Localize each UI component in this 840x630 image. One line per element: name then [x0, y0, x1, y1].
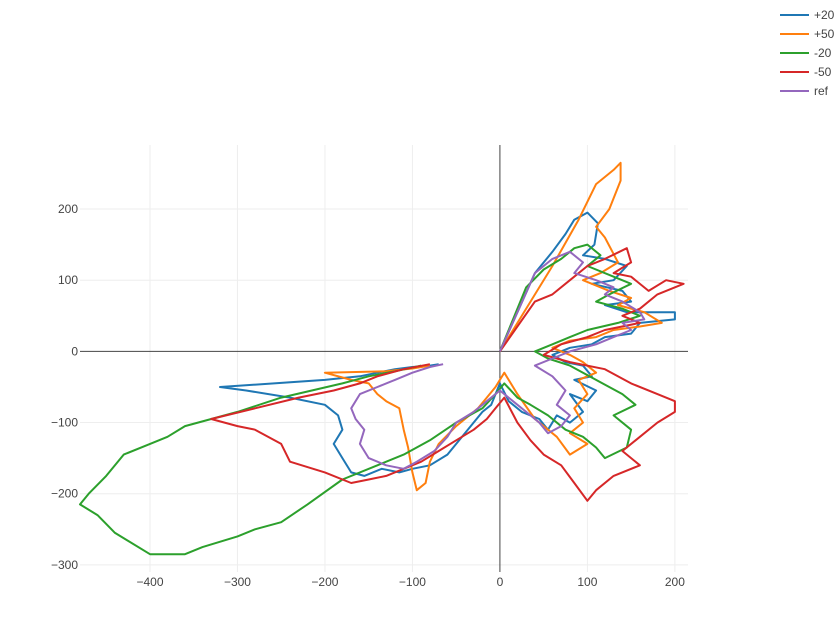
series-lines [79, 161, 685, 556]
x-tick-label: 200 [665, 575, 685, 589]
y-tick-label: 0 [71, 344, 78, 358]
legend-item[interactable]: ref [780, 84, 829, 98]
series-line-plus20 [219, 211, 676, 477]
series-line-plus50 [323, 161, 663, 492]
legend-label: ref [814, 84, 829, 98]
zero-lines [80, 145, 688, 572]
y-tick-label: −300 [51, 558, 78, 572]
y-tick-label: −100 [51, 416, 78, 430]
series-line-minus50 [210, 247, 685, 502]
x-tick-label: −200 [311, 575, 338, 589]
x-tick-labels: −400 −300 −200 −100 0 100 200 [136, 575, 685, 589]
legend-label: -50 [814, 65, 832, 79]
series-line-minus20 [79, 243, 641, 556]
y-tick-label: 200 [58, 202, 78, 216]
legend-item[interactable]: -20 [780, 46, 832, 60]
legend-label: +50 [814, 27, 835, 41]
x-tick-label: −100 [399, 575, 426, 589]
legend-item[interactable]: +20 [780, 8, 835, 22]
x-tick-label: 100 [577, 575, 597, 589]
legend-item[interactable]: +50 [780, 27, 835, 41]
series-line-ref [350, 250, 646, 470]
x-tick-label: −400 [136, 575, 163, 589]
legend-item[interactable]: -50 [780, 65, 832, 79]
x-tick-label: 0 [497, 575, 504, 589]
legend[interactable]: +20 +50 -20 -50 ref [780, 8, 835, 98]
y-tick-label: −200 [51, 487, 78, 501]
legend-label: -20 [814, 46, 832, 60]
legend-label: +20 [814, 8, 835, 22]
y-tick-labels: −300 −200 −100 0 100 200 [51, 202, 78, 572]
y-tick-label: 100 [58, 273, 78, 287]
x-tick-label: −300 [224, 575, 251, 589]
grid-lines [80, 145, 688, 572]
